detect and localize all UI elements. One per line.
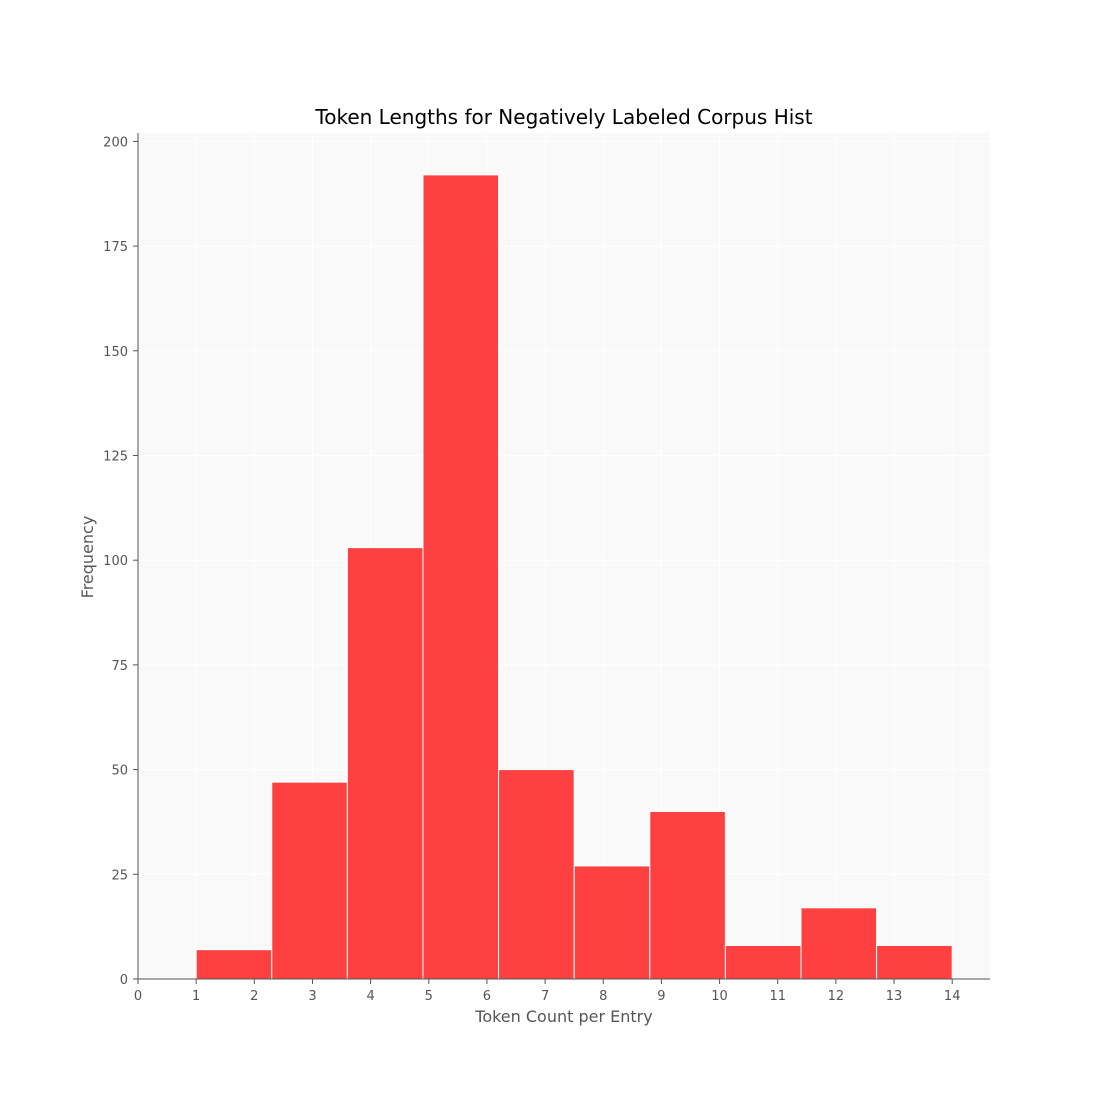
x-tick-label: 1 bbox=[192, 989, 200, 1004]
histogram-bar bbox=[422, 174, 500, 980]
y-tick-label: 50 bbox=[111, 764, 128, 779]
y-tick-label: 100 bbox=[103, 554, 128, 569]
y-tick-label: 150 bbox=[103, 345, 128, 360]
histogram-bar bbox=[649, 810, 726, 980]
histogram-bar bbox=[724, 944, 802, 980]
histogram-bar bbox=[800, 907, 878, 980]
y-tick-label: 0 bbox=[120, 973, 128, 988]
x-tick-label: 5 bbox=[425, 989, 433, 1004]
x-tick-label: 7 bbox=[541, 989, 549, 1004]
histogram-bar bbox=[573, 865, 651, 980]
y-tick-label: 125 bbox=[103, 449, 128, 464]
histogram-bar bbox=[498, 769, 575, 980]
axes: 0 1 2 3 4 5 6 7 8 9 10 11 12 13 1402550751001251501752… bbox=[103, 133, 990, 1004]
x-axis-label: Token Count per Entry bbox=[474, 1007, 652, 1026]
x-tick-label: 14 bbox=[944, 989, 961, 1004]
y-tick-label: 200 bbox=[103, 135, 128, 150]
x-tick-label: 9 bbox=[657, 989, 665, 1004]
x-tick-label: 2 bbox=[250, 989, 258, 1004]
y-axis-label: Frequency bbox=[78, 516, 97, 599]
histogram-bar bbox=[876, 944, 953, 980]
x-tick-label: 12 bbox=[828, 989, 845, 1004]
chart-title: Token Lengths for Negatively Labeled Cor… bbox=[314, 105, 812, 129]
x-tick-label: 13 bbox=[886, 989, 903, 1004]
x-tick-label: 3 bbox=[308, 989, 316, 1004]
histogram-bar bbox=[271, 781, 348, 980]
histogram-bar bbox=[195, 949, 273, 980]
x-tick-label: 6 bbox=[483, 989, 491, 1004]
x-tick-label: 0 bbox=[134, 989, 142, 1004]
histogram-bar bbox=[346, 547, 424, 980]
x-tick-label: 10 bbox=[711, 989, 728, 1004]
y-tick-label: 175 bbox=[103, 240, 128, 255]
x-tick-label: 8 bbox=[599, 989, 607, 1004]
x-tick-label: 4 bbox=[366, 989, 374, 1004]
histogram-bars bbox=[195, 174, 953, 980]
y-tick-label: 75 bbox=[111, 659, 128, 674]
x-tick-label: 11 bbox=[769, 989, 786, 1004]
y-tick-label: 25 bbox=[111, 868, 128, 883]
